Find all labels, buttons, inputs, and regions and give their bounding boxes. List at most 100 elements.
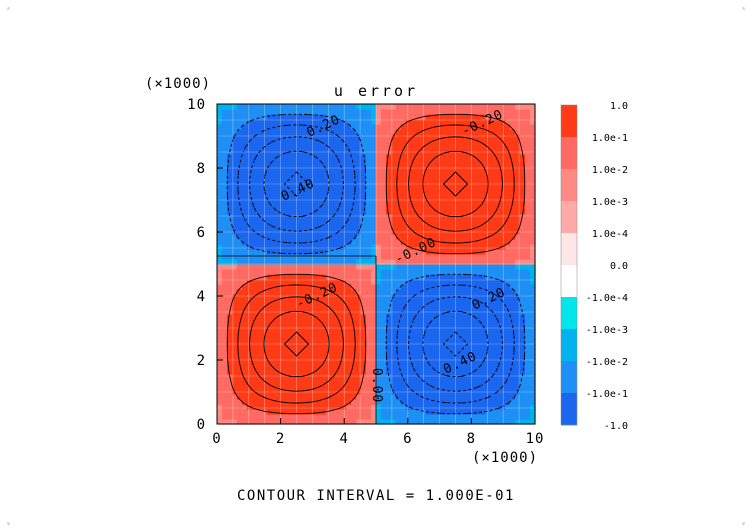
heatmap-cell bbox=[415, 394, 422, 400]
heatmap-cell bbox=[395, 229, 402, 235]
heatmap-cell bbox=[510, 124, 516, 130]
heatmap-cell bbox=[490, 279, 496, 285]
heatmap-cell bbox=[525, 379, 531, 385]
heatmap-cell bbox=[465, 244, 472, 250]
heatmap-cell bbox=[480, 394, 486, 400]
heatmap-cell bbox=[296, 354, 303, 360]
heatmap-cell bbox=[380, 159, 387, 165]
heatmap-cell bbox=[341, 304, 347, 310]
heatmap-cell bbox=[530, 174, 536, 180]
heatmap-cell bbox=[425, 179, 432, 185]
heatmap-cell bbox=[455, 124, 462, 130]
heatmap-cell bbox=[321, 109, 327, 115]
heatmap-cell bbox=[440, 109, 447, 115]
heatmap-cell bbox=[455, 289, 462, 295]
heatmap-cell bbox=[336, 124, 342, 130]
heatmap-cell bbox=[246, 144, 253, 150]
heatmap-cell bbox=[490, 359, 496, 365]
heatmap-cell bbox=[385, 409, 392, 415]
heatmap-cell bbox=[316, 259, 322, 265]
heatmap-cell bbox=[410, 139, 417, 145]
heatmap-cell bbox=[435, 124, 442, 130]
heatmap-cell bbox=[450, 144, 457, 150]
heatmap-cell bbox=[390, 254, 397, 260]
heatmap-cell bbox=[321, 169, 327, 175]
heatmap-cell bbox=[520, 299, 526, 305]
heatmap-cell bbox=[316, 199, 322, 205]
heatmap-cell bbox=[530, 284, 536, 290]
heatmap-cell bbox=[380, 324, 387, 330]
heatmap-cell bbox=[286, 164, 293, 170]
heatmap-cell bbox=[400, 284, 407, 290]
heatmap-cell bbox=[301, 189, 308, 195]
heatmap-cell bbox=[500, 149, 506, 155]
heatmap-cell bbox=[460, 109, 467, 115]
colorbar-label: -1.0e-1 bbox=[586, 389, 628, 400]
heatmap-cell bbox=[460, 154, 467, 160]
heatmap-cell bbox=[495, 284, 501, 290]
heatmap-cell bbox=[366, 214, 372, 220]
heatmap-cell bbox=[475, 144, 481, 150]
heatmap-cell bbox=[400, 304, 407, 310]
heatmap-cell bbox=[425, 164, 432, 170]
heatmap-cell bbox=[271, 299, 278, 305]
heatmap-cell bbox=[395, 224, 402, 230]
heatmap-cell bbox=[470, 219, 476, 225]
heatmap-cell bbox=[331, 384, 337, 390]
heatmap-cell bbox=[465, 259, 472, 265]
heatmap-cell bbox=[380, 214, 387, 220]
heatmap-cell bbox=[361, 124, 367, 130]
heatmap-cell bbox=[495, 119, 501, 125]
heatmap-cell bbox=[221, 349, 228, 355]
heatmap-cell bbox=[400, 194, 407, 200]
heatmap-cell bbox=[356, 109, 362, 115]
heatmap-cell bbox=[351, 339, 357, 345]
heatmap-cell bbox=[271, 114, 278, 120]
heatmap-cell bbox=[366, 194, 372, 200]
heatmap-cell bbox=[256, 234, 263, 240]
heatmap-cell bbox=[217, 304, 223, 310]
heatmap-cell bbox=[271, 344, 278, 350]
heatmap-cell bbox=[251, 239, 258, 245]
heatmap-cell bbox=[515, 184, 521, 190]
heatmap-cell bbox=[251, 364, 258, 370]
heatmap-cell bbox=[231, 109, 238, 115]
heatmap-cell bbox=[316, 379, 322, 385]
heatmap-cell bbox=[385, 269, 392, 275]
heatmap-cell bbox=[510, 239, 516, 245]
heatmap-cell bbox=[351, 369, 357, 375]
heatmap-cell bbox=[460, 409, 467, 415]
heatmap-cell bbox=[271, 109, 278, 115]
heatmap-cell bbox=[485, 229, 491, 235]
heatmap-cell bbox=[395, 294, 402, 300]
heatmap-cell bbox=[485, 414, 491, 420]
heatmap-cell bbox=[296, 279, 303, 285]
heatmap-cell bbox=[495, 399, 501, 405]
heatmap-cell bbox=[450, 334, 457, 340]
heatmap-cell bbox=[286, 129, 293, 135]
heatmap-cell bbox=[505, 324, 511, 330]
heatmap-cell bbox=[405, 124, 412, 130]
heatmap-cell bbox=[276, 249, 283, 255]
heatmap-cell bbox=[286, 274, 293, 280]
heatmap-cell bbox=[400, 104, 407, 110]
heatmap-cell bbox=[460, 224, 467, 230]
heatmap-cell bbox=[530, 299, 536, 305]
heatmap-cell bbox=[470, 109, 476, 115]
heatmap-cell bbox=[495, 144, 501, 150]
heatmap-cell bbox=[306, 354, 313, 360]
heatmap-cells bbox=[217, 104, 536, 425]
heatmap-cell bbox=[395, 409, 402, 415]
heatmap-cell bbox=[236, 204, 243, 210]
heatmap-cell bbox=[400, 339, 407, 345]
heatmap-cell bbox=[321, 414, 327, 420]
x-tick-label: 2 bbox=[276, 431, 285, 447]
heatmap-cell bbox=[217, 109, 223, 115]
heatmap-cell bbox=[380, 164, 387, 170]
heatmap-cell bbox=[450, 139, 457, 145]
heatmap-cell bbox=[376, 209, 382, 215]
heatmap-cell bbox=[510, 269, 516, 275]
heatmap-cell bbox=[385, 384, 392, 390]
heatmap-cell bbox=[420, 314, 427, 320]
